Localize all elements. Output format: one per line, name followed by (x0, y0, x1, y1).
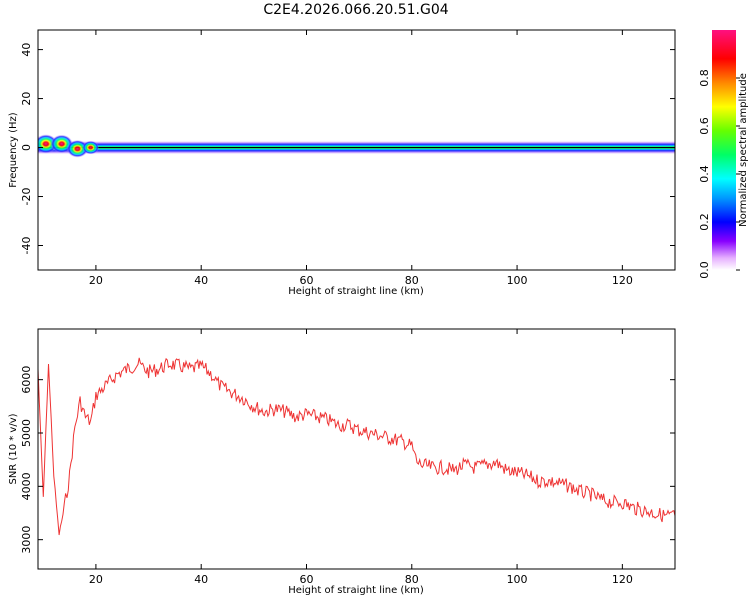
spectrogram-panel: 20 40 60 80 100 120 -40 -20 0 20 40 Height of str… (8, 29, 676, 297)
x-tick-label: 120 (612, 573, 633, 586)
colorbar-label: Normalized spectral amplitude (738, 73, 749, 227)
spectrogram-content (38, 134, 675, 158)
y-tick-label: 6000 (20, 366, 33, 394)
snr-content (38, 357, 675, 536)
y-tick-label: 0 (20, 144, 33, 151)
snr-frame (37, 328, 676, 570)
colorbar-ticks: 0.0 0.2 0.4 0.6 0.8 (698, 69, 740, 279)
spectrogram-x-ticks: 20 40 60 80 100 120 (89, 30, 633, 287)
y-tick-label: 20 (20, 92, 33, 106)
x-tick-label: 80 (405, 573, 419, 586)
y-tick-label: -20 (20, 188, 33, 206)
spectrogram-x-label: Height of straight line (km) (288, 286, 424, 297)
snr-y-ticks: 3000 4000 5000 6000 (20, 366, 675, 554)
x-tick-label: 20 (89, 274, 103, 287)
x-tick-label: 40 (194, 573, 208, 586)
colorbar-tick-label: 0.8 (698, 69, 711, 87)
x-tick-label: 100 (507, 573, 528, 586)
spectral-blob (66, 139, 89, 158)
colorbar-tick-label: 0.6 (698, 117, 711, 135)
x-tick-label: 120 (612, 274, 633, 287)
snr-panel: 20 40 60 80 100 120 3000 4000 5000 6000 Height o… (8, 328, 676, 596)
colorbar: 0.0 0.2 0.4 0.6 0.8 Normalized spectral ampl… (698, 30, 749, 279)
y-tick-label: -40 (20, 237, 33, 255)
x-tick-label: 40 (194, 274, 208, 287)
y-tick-label: 40 (20, 43, 33, 57)
y-tick-label: 3000 (20, 526, 33, 554)
snr-x-ticks: 20 40 60 80 100 120 (89, 329, 633, 586)
snr-series-line (38, 357, 675, 536)
snr-y-label: SNR (10 * v/v) (8, 413, 19, 484)
y-tick-label: 4000 (20, 472, 33, 500)
spectral-blob (82, 140, 100, 155)
x-tick-label: 80 (405, 274, 419, 287)
colorbar-tick-label: 0.4 (698, 165, 711, 183)
x-tick-label: 20 (89, 573, 103, 586)
colorbar-tick-label: 0.2 (698, 213, 711, 231)
x-tick-label: 60 (299, 274, 313, 287)
spectrogram-y-label: Frequency (Hz) (8, 112, 19, 188)
x-tick-label: 100 (507, 274, 528, 287)
snr-x-label: Height of straight line (km) (288, 585, 424, 596)
spectrogram-y-ticks: -40 -20 0 20 40 (20, 43, 675, 255)
colorbar-gradient (712, 30, 736, 270)
spectrogram-frame (37, 29, 676, 271)
chart-title: C2E4.2026.066.20.51.G04 (263, 2, 448, 18)
colorbar-tick-label: 0.0 (698, 261, 711, 279)
y-tick-label: 5000 (20, 419, 33, 447)
x-tick-label: 60 (299, 573, 313, 586)
snr-plot-area (38, 329, 675, 569)
